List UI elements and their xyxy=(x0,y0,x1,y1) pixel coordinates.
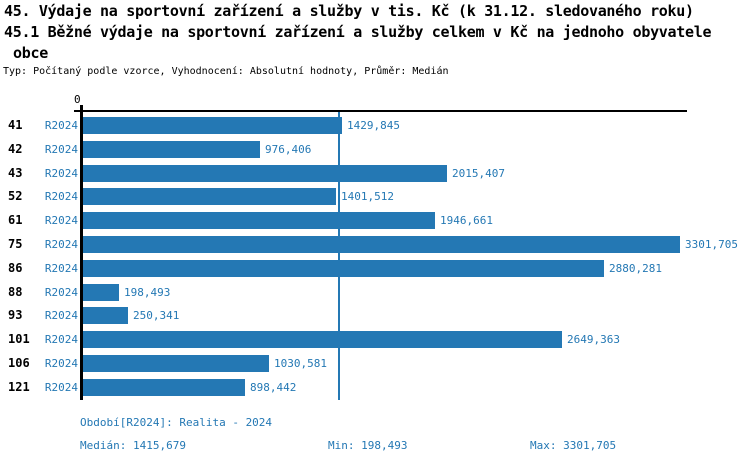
period-label: R2024 xyxy=(44,357,78,370)
period-label: R2024 xyxy=(44,190,78,203)
row-number-label: 52 xyxy=(8,189,23,203)
value-label: 2015,407 xyxy=(452,167,505,180)
row-number-label: 106 xyxy=(8,356,30,370)
period-label: R2024 xyxy=(44,309,78,322)
value-label: 976,406 xyxy=(265,143,312,156)
median-reference-line xyxy=(338,112,340,400)
value-label: 250,341 xyxy=(133,309,180,322)
period-label: R2024 xyxy=(44,119,78,132)
row-number-label: 121 xyxy=(8,380,30,394)
row-number-label: 101 xyxy=(8,332,30,346)
value-label: 198,493 xyxy=(124,286,171,299)
value-label: 2880,281 xyxy=(609,262,662,275)
chart-row: 52 R2024 1401,512 xyxy=(0,188,750,205)
value-bar xyxy=(83,284,119,301)
value-label: 1030,581 xyxy=(274,357,327,370)
row-number-label: 86 xyxy=(8,261,23,275)
value-bar xyxy=(83,165,447,182)
report-title-line1: 45. Výdaje na sportovní zařízení a služb… xyxy=(4,2,694,20)
period-label: R2024 xyxy=(44,333,78,346)
chart-row: 42 R2024 976,406 xyxy=(0,141,750,158)
min-stat: Min: 198,493 xyxy=(328,439,408,452)
axis-zero-tick-label: 0 xyxy=(74,93,81,106)
row-number-label: 93 xyxy=(8,308,23,322)
value-bar xyxy=(83,260,604,277)
report-meta-line: Typ: Počítaný podle vzorce, Vyhodnocení:… xyxy=(3,66,449,77)
period-label: R2024 xyxy=(44,143,78,156)
row-number-label: 42 xyxy=(8,142,23,156)
value-label: 2649,363 xyxy=(567,333,620,346)
chart-row: 93 R2024 250,341 xyxy=(0,307,750,324)
max-stat: Max: 3301,705 xyxy=(530,439,617,452)
period-label: R2024 xyxy=(44,238,78,251)
x-axis-line xyxy=(74,110,687,112)
chart-row: 41 R2024 1429,845 xyxy=(0,117,750,134)
period-label: R2024 xyxy=(44,167,78,180)
value-bar xyxy=(83,236,680,253)
value-bar xyxy=(83,188,336,205)
chart-row: 101 R2024 2649,363 xyxy=(0,331,750,348)
value-bar xyxy=(83,307,128,324)
period-label: R2024 xyxy=(44,286,78,299)
median-stat: Medián: 1415,679 xyxy=(80,439,186,452)
chart-row: 106 R2024 1030,581 xyxy=(0,355,750,372)
y-axis-line xyxy=(80,105,83,400)
chart-row: 75 R2024 3301,705 xyxy=(0,236,750,253)
chart-row: 43 R2024 2015,407 xyxy=(0,165,750,182)
chart-row: 86 R2024 2880,281 xyxy=(0,260,750,277)
period-label: R2024 xyxy=(44,214,78,227)
chart-row: 121 R2024 898,442 xyxy=(0,379,750,396)
value-label: 898,442 xyxy=(250,381,297,394)
chart-row: 88 R2024 198,493 xyxy=(0,284,750,301)
value-label: 1401,512 xyxy=(341,190,394,203)
period-caption: Období[R2024]: Realita - 2024 xyxy=(80,416,273,429)
row-number-label: 61 xyxy=(8,213,23,227)
chart-row: 61 R2024 1946,661 xyxy=(0,212,750,229)
value-label: 3301,705 xyxy=(685,238,738,251)
value-label: 1429,845 xyxy=(347,119,400,132)
period-label: R2024 xyxy=(44,262,78,275)
value-bar xyxy=(83,379,245,396)
row-number-label: 75 xyxy=(8,237,23,251)
value-bar xyxy=(83,141,260,158)
value-bar xyxy=(83,355,269,372)
value-label: 1946,661 xyxy=(440,214,493,227)
report-title-line3: obce xyxy=(13,44,48,62)
row-number-label: 41 xyxy=(8,118,23,132)
report-title-line2: 45.1 Běžné výdaje na sportovní zařízení … xyxy=(4,23,712,41)
value-bar xyxy=(83,212,435,229)
period-label: R2024 xyxy=(44,381,78,394)
value-bar xyxy=(83,117,342,134)
value-bar xyxy=(83,331,562,348)
row-number-label: 43 xyxy=(8,166,23,180)
row-number-label: 88 xyxy=(8,285,23,299)
